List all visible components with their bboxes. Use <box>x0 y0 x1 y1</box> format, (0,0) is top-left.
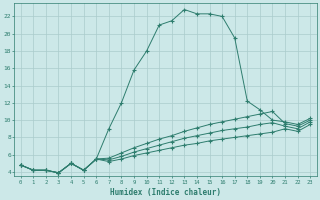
X-axis label: Humidex (Indice chaleur): Humidex (Indice chaleur) <box>110 188 221 197</box>
